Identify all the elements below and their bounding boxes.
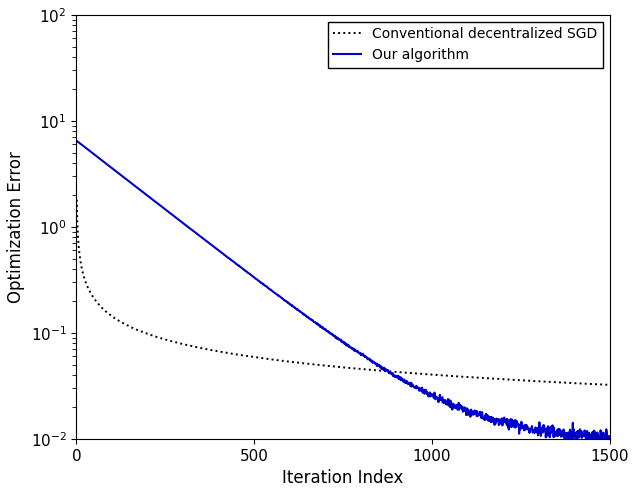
Our algorithm [114, 170, 122, 176]
Our algorithm [320, 326, 328, 331]
Legend: Conventional decentralized SGD, Our algorithm: Conventional decentralized SGD, Our algo… [328, 22, 603, 68]
Conventional decentralized SGD [136, 328, 144, 334]
X-axis label: Iteration Index: Iteration Index [282, 469, 404, 487]
Y-axis label: Optimization Error: Optimization Error [7, 151, 25, 303]
Our algorithm [310, 319, 318, 325]
Our algorithm [299, 311, 307, 317]
Conventional decentralized SGD [377, 368, 384, 373]
Line: Our algorithm: Our algorithm [77, 141, 610, 448]
Conventional decentralized SGD [606, 382, 614, 388]
Conventional decentralized SGD [299, 360, 307, 366]
Conventional decentralized SGD [320, 363, 328, 369]
Conventional decentralized SGD [73, 197, 81, 203]
Conventional decentralized SGD [114, 317, 122, 323]
Our algorithm [377, 365, 384, 370]
Our algorithm [73, 138, 81, 144]
Our algorithm [588, 445, 595, 451]
Our algorithm [136, 187, 144, 193]
Our algorithm [606, 435, 614, 441]
Conventional decentralized SGD [310, 362, 318, 368]
Line: Conventional decentralized SGD: Conventional decentralized SGD [77, 200, 610, 385]
